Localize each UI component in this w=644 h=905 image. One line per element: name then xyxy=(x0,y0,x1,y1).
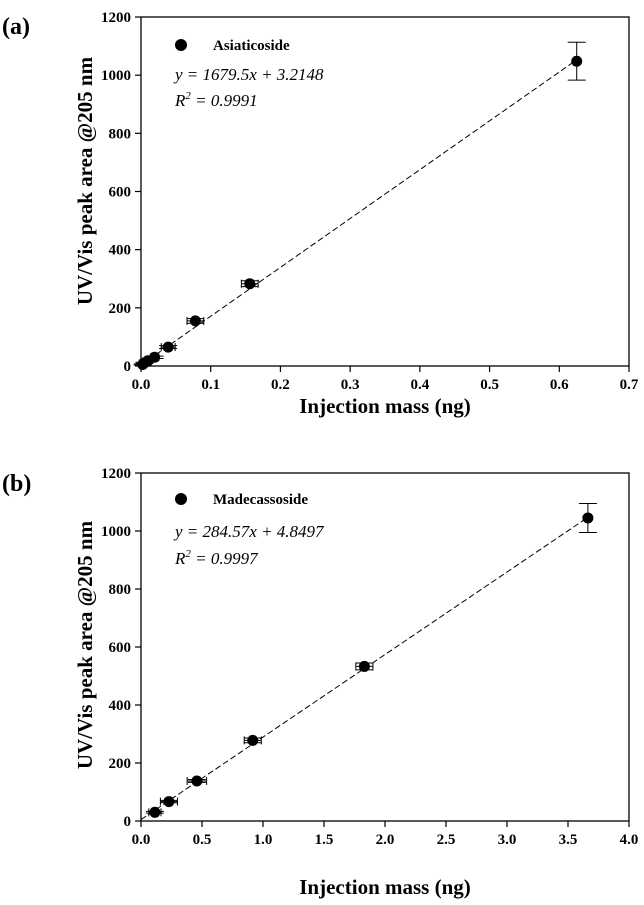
y-tick-label: 200 xyxy=(109,756,132,772)
equation-a: y = 1679.5x + 3.2148 xyxy=(173,65,324,84)
data-point xyxy=(244,278,256,290)
y-tick-label: 1200 xyxy=(101,466,131,482)
y-axis-title-b: UV/Vis peak area @205 nm xyxy=(73,520,97,769)
x-tick-label: 0.3 xyxy=(341,377,360,393)
x-tick-label: 0.5 xyxy=(193,832,212,848)
fit-line xyxy=(140,59,578,366)
r2-value-b: = 0.9997 xyxy=(191,549,259,568)
x-tick-label: 2.0 xyxy=(376,832,395,848)
y-ticks-a: 0 200 400 600 800 1000 1200 xyxy=(101,10,141,375)
data-points-b xyxy=(145,502,597,818)
r2-exponent-a: 2 xyxy=(185,90,191,102)
legend-marker-a xyxy=(175,39,187,51)
y-tick-label: 1000 xyxy=(101,524,131,540)
y-tick-label: 1000 xyxy=(101,68,131,84)
data-point xyxy=(358,660,370,672)
data-point xyxy=(149,351,161,363)
y-tick-label: 1200 xyxy=(101,10,131,26)
x-tick-label: 3.5 xyxy=(559,832,578,848)
x-tick-label: 0.5 xyxy=(480,377,499,393)
x-tick-label: 0.6 xyxy=(550,377,569,393)
r2-prefix-a: R xyxy=(174,91,186,110)
r-squared-b: R2 = 0.9997 xyxy=(174,548,259,568)
y-tick-label: 600 xyxy=(109,640,132,656)
x-tick-label: 2.5 xyxy=(437,832,456,848)
y-tick-label: 0 xyxy=(124,359,132,375)
data-points-a xyxy=(133,41,586,371)
x-tick-label: 0.7 xyxy=(620,377,639,393)
legend-label-b: Madecassoside xyxy=(213,492,308,508)
x-axis-title-a: Injection mass (ng) xyxy=(299,394,471,418)
r2-prefix-b: R xyxy=(174,549,186,568)
x-tick-label: 1.5 xyxy=(315,832,334,848)
fit-line-a xyxy=(140,59,578,366)
legend-marker-b xyxy=(175,493,187,505)
x-tick-label: 0.2 xyxy=(271,377,290,393)
x-tick-label: 3.0 xyxy=(498,832,517,848)
r2-value-a: = 0.9991 xyxy=(191,91,258,110)
y-tick-label: 800 xyxy=(109,582,132,598)
y-tick-label: 200 xyxy=(109,301,132,317)
data-point xyxy=(149,806,161,818)
legend-label-a: Asiaticoside xyxy=(213,38,290,54)
panel-a: (a) UV/Vis peak area @205 nm Injection m… xyxy=(2,10,639,418)
x-tick-label: 4.0 xyxy=(620,832,639,848)
equation-b: y = 284.57x + 4.8497 xyxy=(173,522,325,541)
x-ticks-b: 0.0 0.5 1.0 1.5 2.0 2.5 3.0 3.5 4.0 xyxy=(132,821,639,848)
y-tick-label: 600 xyxy=(109,185,132,201)
x-axis-title-b: Injection mass (ng) xyxy=(299,875,471,899)
r-squared-a: R2 = 0.9991 xyxy=(174,90,258,110)
x-tick-label: 0.1 xyxy=(201,377,220,393)
x-tick-label: 0.4 xyxy=(410,377,429,393)
y-axis-title-a: UV/Vis peak area @205 nm xyxy=(73,56,97,305)
panel-label-b: (b) xyxy=(2,471,31,497)
y-tick-label: 400 xyxy=(109,698,132,714)
data-point xyxy=(571,55,583,67)
x-ticks-a: 0.0 0.1 0.2 0.3 0.4 0.5 0.6 0.7 xyxy=(132,366,639,393)
y-tick-label: 0 xyxy=(124,814,132,830)
data-point xyxy=(191,775,203,787)
y-ticks-b: 0 200 400 600 800 1000 1200 xyxy=(101,466,141,830)
data-point xyxy=(163,796,175,808)
x-tick-label: 0.0 xyxy=(132,377,151,393)
data-point xyxy=(582,512,594,524)
x-tick-label: 1.0 xyxy=(254,832,273,848)
panel-b: (b) UV/Vis peak area @205 nm Injection m… xyxy=(2,466,638,899)
y-tick-label: 400 xyxy=(109,243,132,259)
panel-label-a: (a) xyxy=(2,14,30,40)
data-point xyxy=(162,341,174,353)
x-tick-label: 0.0 xyxy=(132,832,151,848)
data-point xyxy=(189,315,201,327)
y-tick-label: 800 xyxy=(109,126,132,142)
r2-exponent-b: 2 xyxy=(185,548,191,560)
data-point xyxy=(247,734,259,746)
